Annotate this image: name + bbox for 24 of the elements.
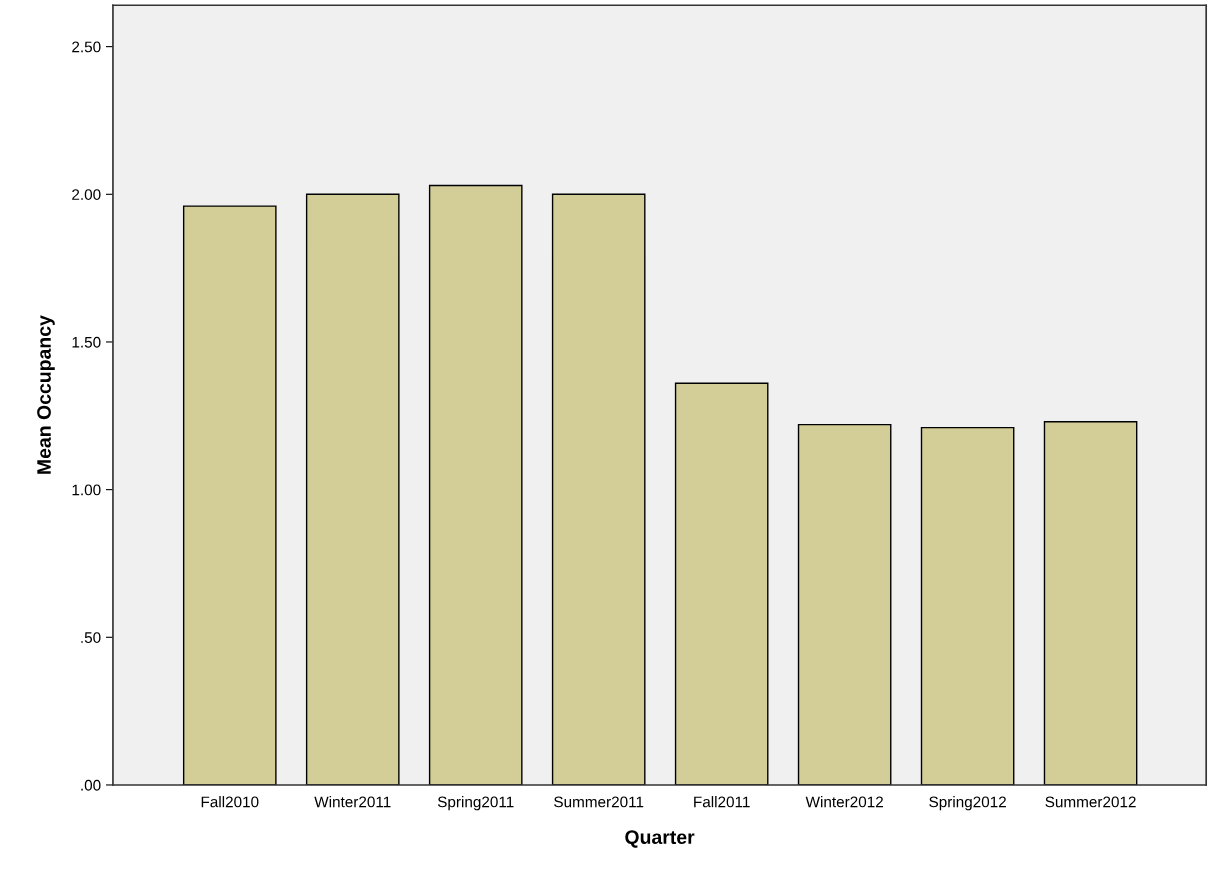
bar bbox=[920, 426, 1015, 785]
x-tick-label: Fall2010 bbox=[201, 796, 259, 808]
y-tick-label: 1.00 bbox=[72, 484, 101, 496]
y-tick-label: 1.50 bbox=[72, 336, 101, 348]
bar bbox=[1043, 421, 1138, 785]
x-axis-title: Quarter bbox=[625, 830, 695, 848]
y-tick-label: 2.00 bbox=[72, 189, 101, 200]
bar bbox=[182, 205, 277, 785]
x-tick-label: Fall2011 bbox=[694, 796, 750, 808]
y-tick-label: .00 bbox=[81, 779, 101, 791]
x-tick-label: Summer2011 bbox=[554, 796, 644, 808]
bar bbox=[551, 193, 646, 785]
bar bbox=[674, 382, 769, 785]
y-tick-label: .50 bbox=[81, 632, 101, 643]
y-tick-label: 2.50 bbox=[72, 41, 101, 53]
x-tick-label: Winter2011 bbox=[314, 796, 391, 808]
bar bbox=[428, 184, 523, 785]
y-axis-title: Mean Occupancy bbox=[37, 315, 55, 474]
x-tick-label: Spring2011 bbox=[437, 796, 514, 811]
bar bbox=[797, 423, 892, 785]
x-tick-label: Spring2012 bbox=[929, 796, 1006, 811]
x-tick-label: Summer2012 bbox=[1045, 796, 1136, 808]
x-tick-label: Winter2012 bbox=[805, 796, 883, 808]
bar bbox=[305, 193, 400, 785]
